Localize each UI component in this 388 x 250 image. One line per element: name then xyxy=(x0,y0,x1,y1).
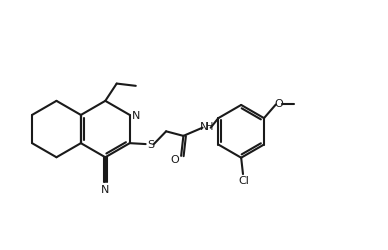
Text: N: N xyxy=(132,110,140,120)
Text: N: N xyxy=(200,122,208,131)
Text: S: S xyxy=(147,140,154,149)
Text: N: N xyxy=(101,184,109,194)
Text: O: O xyxy=(170,154,179,164)
Text: H: H xyxy=(206,122,213,131)
Text: O: O xyxy=(275,98,283,108)
Text: Cl: Cl xyxy=(238,176,249,186)
